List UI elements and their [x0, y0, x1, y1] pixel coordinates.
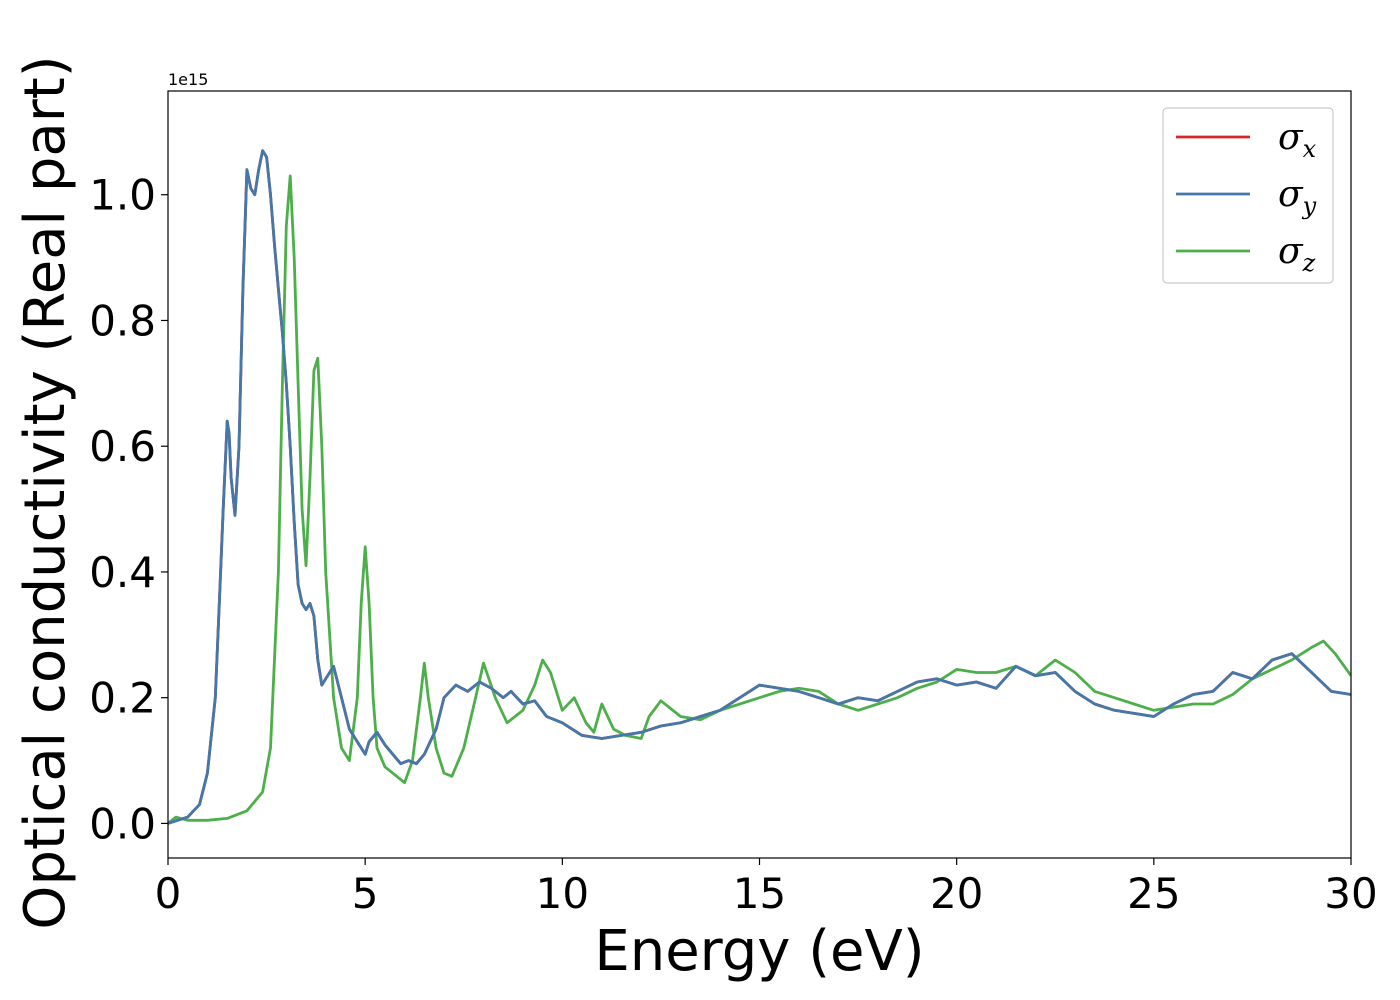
y-axis: 0.0 0.2 0.4 0.6 0.8 1.0	[89, 171, 168, 848]
y-offset-label: 1e15	[168, 70, 208, 89]
y-tick-label: 0.4	[89, 548, 156, 597]
x-tick-label: 0	[155, 869, 182, 918]
legend-box	[1162, 107, 1334, 284]
y-tick-label: 1.0	[89, 171, 156, 220]
x-tick-label: 15	[733, 869, 786, 918]
legend: σx σy σz	[1162, 107, 1334, 284]
x-tick-label: 30	[1324, 869, 1377, 918]
x-axis-label: Energy (eV)	[594, 919, 924, 984]
y-tick-label: 0.0	[89, 799, 156, 848]
x-tick-label: 5	[352, 869, 379, 918]
y-tick-label: 0.2	[89, 674, 156, 723]
x-axis: 0 5 10 15 20 25 30	[155, 858, 1378, 918]
x-tick-label: 10	[536, 869, 589, 918]
series-line-σy	[168, 149, 1351, 825]
x-tick-label: 20	[930, 869, 983, 918]
y-axis-label: Optical conductivity (Real part)	[13, 55, 78, 929]
plot-area	[168, 91, 1351, 858]
series-line-σz	[168, 174, 1351, 825]
legend-label: σz	[1278, 231, 1316, 277]
x-tick-label: 25	[1127, 869, 1180, 918]
series-layer	[168, 149, 1351, 825]
legend-label: σx	[1278, 117, 1317, 163]
y-tick-label: 0.8	[89, 296, 156, 345]
y-tick-label: 0.6	[89, 422, 156, 471]
legend-label: σy	[1278, 174, 1317, 220]
